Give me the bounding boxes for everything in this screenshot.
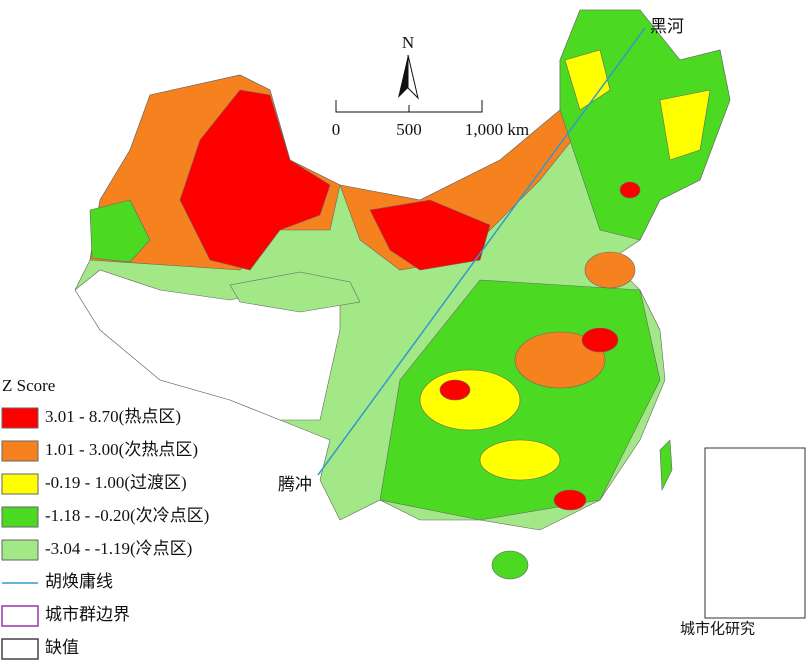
north-arrow-shape <box>398 55 408 98</box>
place-label: 黑河 <box>650 17 684 36</box>
legend-swatch <box>1 440 39 462</box>
region <box>229 271 361 313</box>
scale-label: 1,000 km <box>465 120 529 139</box>
scale-label: 0 <box>332 120 341 139</box>
legend: 3.01 - 8.70(热点区) 1.01 - 3.00(次热点区) -0.19 -… <box>1 407 209 660</box>
legend-label: 1.01 - 3.00(次热点区) <box>45 440 198 459</box>
region <box>514 331 606 389</box>
north-arrow-shape <box>407 54 419 100</box>
region <box>479 439 561 481</box>
region <box>619 181 641 199</box>
region <box>659 89 711 161</box>
legend-label: -3.04 - -1.19(冷点区) <box>45 539 192 558</box>
map-regions <box>74 9 731 580</box>
legend-label: 城市群边界 <box>45 605 130 624</box>
scale-label: 500 <box>396 120 422 139</box>
region <box>179 89 331 271</box>
region <box>581 327 619 353</box>
region <box>564 49 611 111</box>
legend-swatch <box>1 407 39 429</box>
watermark: 城市化研究 <box>680 620 755 637</box>
inset-frame <box>704 447 806 619</box>
place-label: 腾冲 <box>278 475 312 494</box>
scale-bar <box>335 100 483 113</box>
region <box>553 489 587 511</box>
region <box>419 369 521 431</box>
legend-label: 缺值 <box>45 638 79 657</box>
legend-swatch <box>1 506 39 528</box>
legend-label: -1.18 - -0.20(次冷点区) <box>45 506 209 525</box>
legend-label: -0.19 - 1.00(过渡区) <box>45 473 187 492</box>
region <box>659 439 673 492</box>
legend-title: Z Score <box>2 376 55 395</box>
region <box>439 379 471 401</box>
hu-line <box>317 27 646 476</box>
legend-label: 胡焕庸线 <box>45 572 113 591</box>
region <box>491 550 529 580</box>
legend-swatch <box>1 473 39 495</box>
legend-outline <box>1 638 39 660</box>
region <box>369 199 491 271</box>
region <box>89 199 151 263</box>
region <box>584 251 636 289</box>
legend-label: 3.01 - 8.70(热点区) <box>45 407 181 426</box>
north-label: N <box>402 33 414 52</box>
north-arrow: N <box>398 33 419 100</box>
legend-outline <box>1 605 39 627</box>
legend-swatch <box>1 539 39 561</box>
